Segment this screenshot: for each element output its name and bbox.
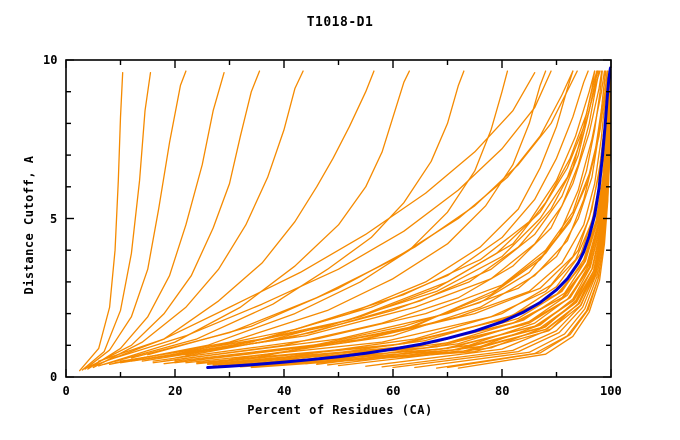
prediction-curve — [141, 70, 601, 362]
curves-layer — [78, 66, 611, 372]
y-tick-label: 0 — [50, 370, 58, 384]
x-tick-label: 0 — [62, 384, 70, 398]
prediction-curve — [261, 70, 609, 358]
prediction-curve — [103, 70, 465, 365]
prediction-curve — [163, 70, 606, 365]
prediction-curve — [92, 70, 375, 367]
prediction-curve — [92, 70, 304, 369]
x-tick-label: 40 — [277, 384, 292, 398]
x-tick-label: 80 — [495, 384, 510, 398]
y-tick-label: 5 — [50, 211, 58, 226]
prediction-curve — [239, 76, 611, 368]
x-tick-label: 100 — [600, 384, 622, 398]
highlighted-curve — [206, 66, 611, 369]
x-axis-label: Percent of Residues (CA) — [247, 403, 433, 417]
prediction-curve — [152, 70, 603, 364]
prediction-curve — [84, 70, 187, 370]
y-axis-label: Distance Cutoff, A — [22, 155, 36, 295]
y-tick-label: 10 — [43, 53, 58, 67]
prediction-curve — [87, 70, 261, 369]
prediction-curve — [147, 70, 578, 356]
chart-title: T1018-D1 — [306, 15, 374, 30]
prediction-curve — [228, 72, 607, 361]
x-tick-label: 20 — [168, 384, 183, 398]
prediction-curve — [114, 70, 547, 364]
prediction-curve — [108, 70, 509, 365]
prediction-curve — [196, 70, 611, 365]
prediction-curve — [98, 72, 536, 362]
prediction-curve — [141, 70, 600, 361]
prediction-curve — [78, 72, 124, 372]
axis-ticks — [65, 59, 612, 378]
prediction-curve — [98, 70, 410, 367]
prediction-curve — [130, 70, 574, 359]
prediction-curve — [87, 72, 225, 370]
prediction-curve — [81, 72, 152, 371]
prediction-curve — [305, 73, 611, 365]
prediction-curve — [108, 70, 552, 361]
x-tick-label: 60 — [386, 384, 401, 398]
